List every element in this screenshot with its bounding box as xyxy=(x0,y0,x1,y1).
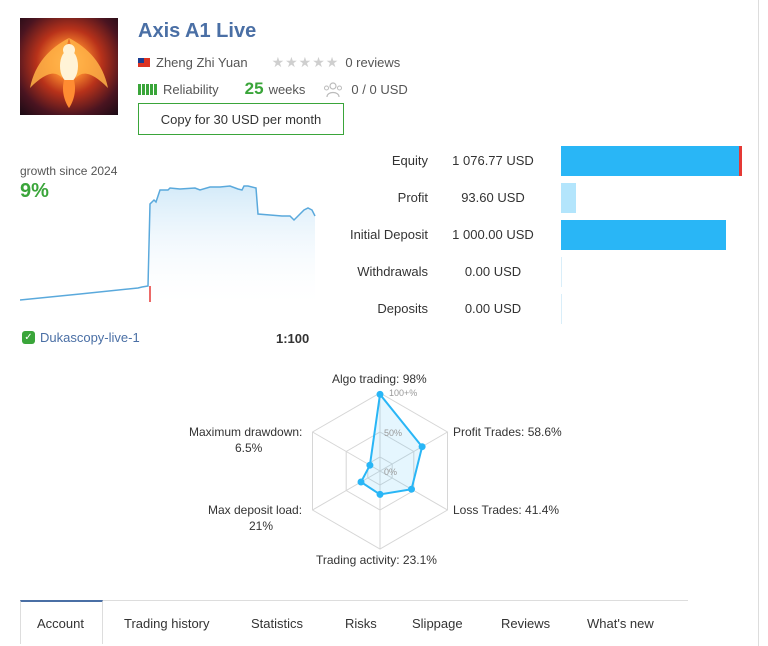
stat-value: 1 076.77 USD xyxy=(452,153,534,168)
tab-risks[interactable]: Risks xyxy=(345,615,377,631)
tab-whats-new[interactable]: What's new xyxy=(587,615,654,631)
subscribers-icon xyxy=(323,80,343,97)
copy-signal-button[interactable]: Copy for 30 USD per month xyxy=(138,103,344,135)
broker-server[interactable]: ✓ Dukascopy-live-1 xyxy=(22,330,140,345)
verified-shield-icon: ✓ xyxy=(22,331,35,344)
tab-statistics[interactable]: Statistics xyxy=(251,615,304,631)
radar-svg: 100+% 50% 0% xyxy=(312,388,448,550)
profit-trades-label: Profit Trades: 58.6% xyxy=(453,425,562,439)
tab-reviews[interactable]: Reviews xyxy=(501,615,551,631)
author-row: Zheng Zhi Yuan ★★★★★ 0 reviews xyxy=(138,54,400,71)
growth-value: 9% xyxy=(20,180,49,202)
author-name[interactable]: Zheng Zhi Yuan xyxy=(156,55,248,70)
radar-point xyxy=(366,461,374,469)
stat-bar xyxy=(561,183,576,213)
signal-title[interactable]: Axis A1 Live xyxy=(138,20,257,42)
rating-stars-icon: ★★★★★ xyxy=(271,54,340,70)
growth-chart[interactable] xyxy=(20,180,320,310)
tab-slippage[interactable]: Slippage xyxy=(412,615,463,631)
stat-row-withdrawals: Withdrawals 0.00 USD xyxy=(330,257,750,287)
stat-label: Deposits xyxy=(377,301,428,316)
tab-trading-history[interactable]: Trading history xyxy=(124,615,210,631)
weeks-value: 25 xyxy=(244,79,264,98)
stat-row-profit: Profit 93.60 USD xyxy=(330,183,750,213)
signal-avatar[interactable] xyxy=(20,18,118,115)
stat-value: 93.60 USD xyxy=(461,190,525,205)
radar-point xyxy=(357,478,365,486)
risk-radar-chart: 100+% 50% 0% Algo trading: 98% Profit Tr… xyxy=(0,365,600,580)
stat-row-equity: Equity 1 076.77 USD xyxy=(330,146,750,176)
server-name[interactable]: Dukascopy-live-1 xyxy=(40,330,140,345)
max-deposit-load-label: Max deposit load: xyxy=(208,503,303,517)
tab-bar: Account Trading history Statistics Risks… xyxy=(20,600,688,645)
stat-label: Profit xyxy=(397,190,428,205)
radar-point xyxy=(376,490,384,498)
max-drawdown-value: 6.5% xyxy=(235,441,263,455)
radar-point xyxy=(408,485,415,493)
max-deposit-load-value: 21% xyxy=(249,519,274,533)
stat-bar xyxy=(561,146,742,176)
radar-value-shape xyxy=(359,391,424,496)
subscribers-value: 0 / 0 USD xyxy=(351,81,408,97)
radar-point xyxy=(376,390,384,398)
tab-account[interactable]: Account xyxy=(20,600,103,644)
taiwan-flag-icon xyxy=(138,58,150,67)
leverage-value: 1:100 xyxy=(276,331,310,346)
stat-bar xyxy=(561,220,726,250)
stat-value: 1 000.00 USD xyxy=(452,227,534,242)
stat-row-initial-deposit: Initial Deposit 1 000.00 USD xyxy=(330,220,750,250)
stat-label: Withdrawals xyxy=(357,264,428,279)
scale-0-label: 0% xyxy=(384,467,397,477)
reliability-row: Reliability 25 weeks 0 / 0 USD xyxy=(138,79,408,99)
radar-axis xyxy=(312,470,381,511)
stat-bar xyxy=(561,294,562,324)
stat-label: Equity xyxy=(391,153,428,168)
reviews-count[interactable]: 0 reviews xyxy=(345,55,401,70)
stat-label: Initial Deposit xyxy=(349,227,428,242)
loss-trades-label: Loss Trades: 41.4% xyxy=(453,503,560,517)
stat-bar xyxy=(561,257,562,287)
scale-50-label: 50% xyxy=(384,428,402,438)
stat-value: 0.00 USD xyxy=(464,301,522,316)
weeks-label: weeks xyxy=(268,81,306,97)
stat-value: 0.00 USD xyxy=(464,264,522,279)
radar-axis xyxy=(379,431,448,472)
reliability-label: Reliability xyxy=(163,81,219,97)
stat-row-deposits: Deposits 0.00 USD xyxy=(330,294,750,324)
scale-100-label: 100+% xyxy=(389,388,417,398)
max-drawdown-label: Maximum drawdown: xyxy=(189,425,303,439)
growth-label: growth since 2024 xyxy=(20,164,118,178)
trading-activity-label: Trading activity: 23.1% xyxy=(316,553,437,567)
reliability-bars-icon xyxy=(138,83,157,95)
algo-trading-label: Algo trading: 98% xyxy=(332,372,427,386)
radar-point xyxy=(418,443,426,451)
